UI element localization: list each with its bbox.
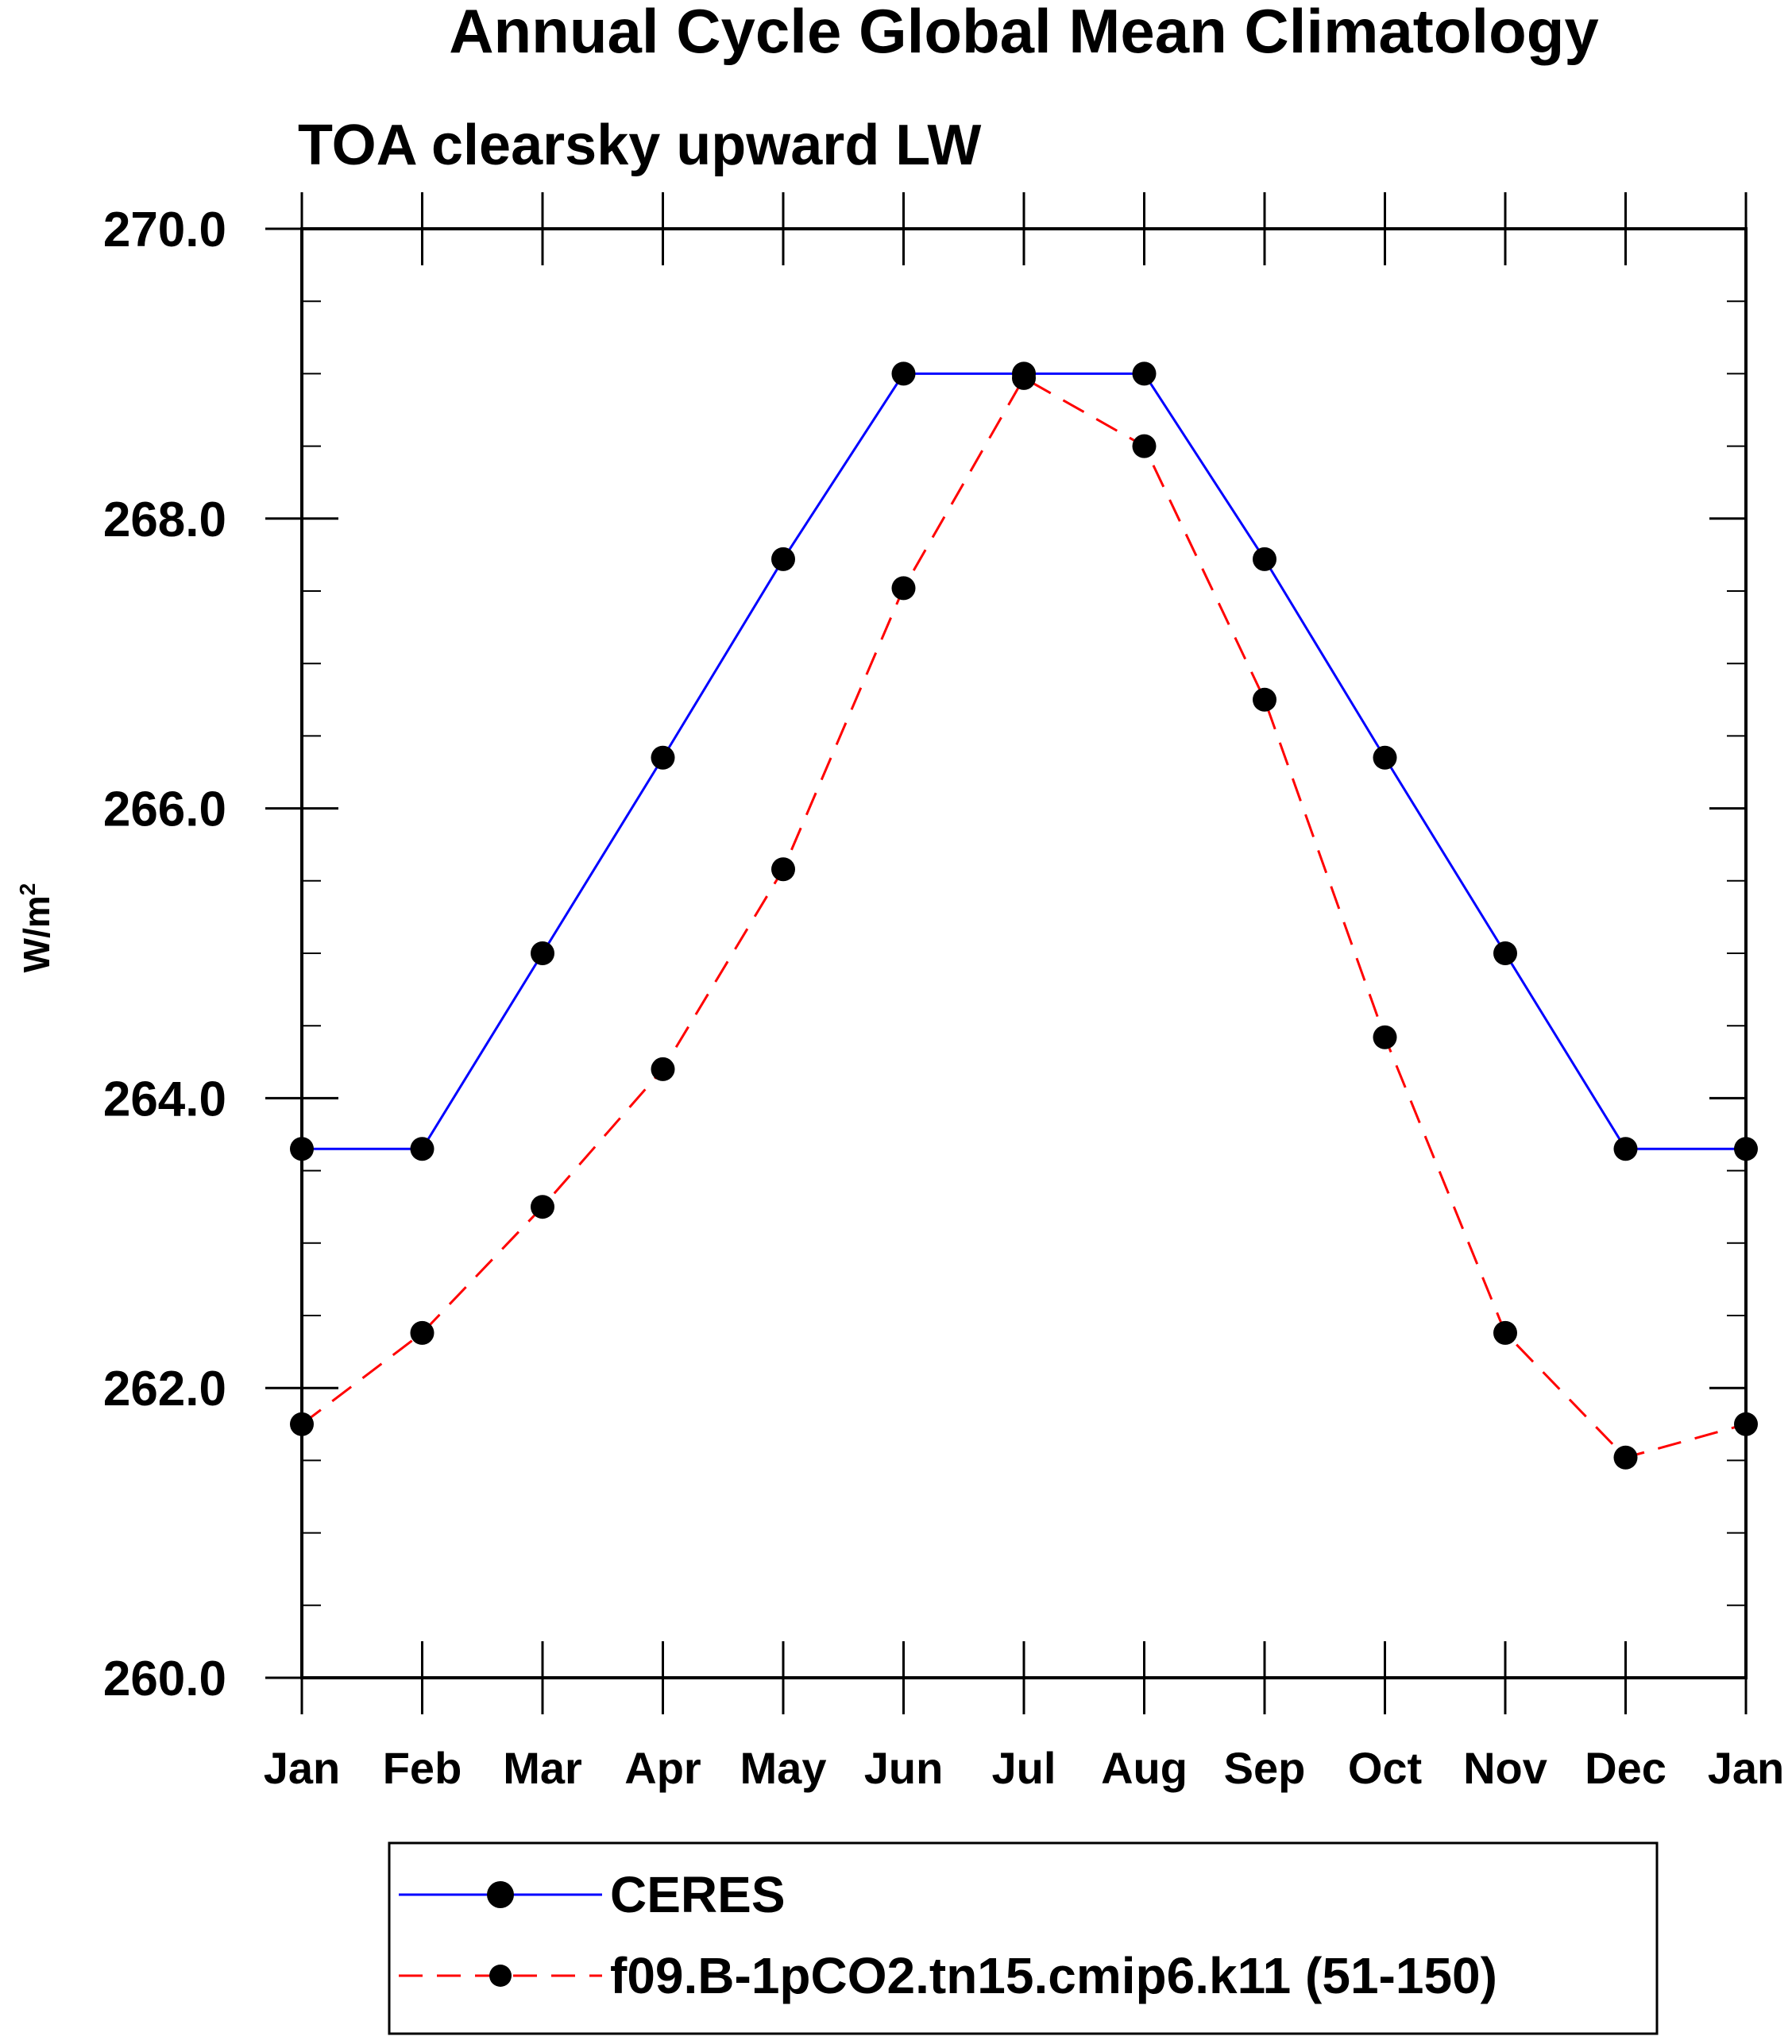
series-0-point <box>1253 547 1276 571</box>
x-tick-label: Jan <box>264 1743 341 1793</box>
series-0-point <box>1132 361 1157 386</box>
series-1-point <box>410 1320 434 1345</box>
x-tick-label: Oct <box>1348 1743 1422 1793</box>
y-tick-label: 268.0 <box>103 493 226 547</box>
chart-title: Annual Cycle Global Mean Climatology <box>449 0 1599 66</box>
x-tick-label: Aug <box>1101 1743 1188 1793</box>
series-0-point <box>891 361 916 386</box>
series-0-point <box>771 547 795 571</box>
plot-frame <box>300 227 1748 1679</box>
y-tick-label: 266.0 <box>103 782 226 837</box>
chart-subtitle: TOA clearsky upward LW <box>298 114 981 177</box>
legend-label-1: f09.B-1pCO2.tn15.cmip6.k11 (51-150) <box>610 1947 1497 2004</box>
y-tick-label: 262.0 <box>103 1362 226 1416</box>
series-1-point <box>1613 1445 1638 1470</box>
y-tick-label: 270.0 <box>103 203 226 257</box>
series-1-point <box>771 857 795 882</box>
legend-marker-1 <box>489 1965 512 1987</box>
series-1-point <box>651 1057 675 1081</box>
y-axis-label: W/m2 <box>15 883 57 973</box>
x-tick-label: Sep <box>1224 1743 1306 1793</box>
series-1-point <box>531 1195 554 1219</box>
x-tick-label: Jun <box>864 1743 944 1793</box>
legend-marker-0 <box>487 1881 514 1908</box>
y-tick-label: 264.0 <box>103 1072 226 1126</box>
x-tick-label: May <box>740 1743 827 1793</box>
legend-box <box>388 1841 1659 2035</box>
series-0-point <box>1373 745 1397 770</box>
series-1-point <box>1012 365 1036 390</box>
series-1-point <box>1253 687 1276 712</box>
series-1-point <box>891 576 916 601</box>
legend-entries: CERES f09.B-1pCO2.tn15.cmip6.k11 (51-150) <box>399 1866 1497 2004</box>
series-0-point <box>410 1137 434 1161</box>
x-tick-label: Nov <box>1463 1743 1547 1793</box>
series-1-point <box>1373 1025 1397 1049</box>
series-0-point <box>651 745 675 770</box>
x-tick-label: Jul <box>992 1743 1056 1793</box>
y-tick-label: 260.0 <box>103 1652 226 1706</box>
y-axis-label-text: W/m <box>16 895 57 972</box>
series-1-point <box>1493 1320 1517 1345</box>
y-axis-label-superscript: 2 <box>15 883 40 896</box>
legend: CERES f09.B-1pCO2.tn15.cmip6.k11 (51-150) <box>388 1841 1659 2035</box>
series-0-point <box>1493 941 1517 965</box>
series-0-point <box>531 941 554 965</box>
x-tick-label: Feb <box>383 1743 462 1793</box>
series-layer <box>290 361 1758 1470</box>
legend-label-0: CERES <box>610 1866 786 1923</box>
series-1-point <box>1132 434 1157 458</box>
axis-labels: 260.0 262.0 264.0 266.0 268.0 270.0 Jan Feb Mar A… <box>103 203 1784 1793</box>
x-tick-label: Jan <box>1708 1743 1785 1793</box>
x-tick-label: Mar <box>503 1743 582 1793</box>
series-0-point <box>1613 1137 1638 1161</box>
x-tick-label: Dec <box>1585 1743 1666 1793</box>
x-tick-label: Apr <box>624 1743 701 1793</box>
